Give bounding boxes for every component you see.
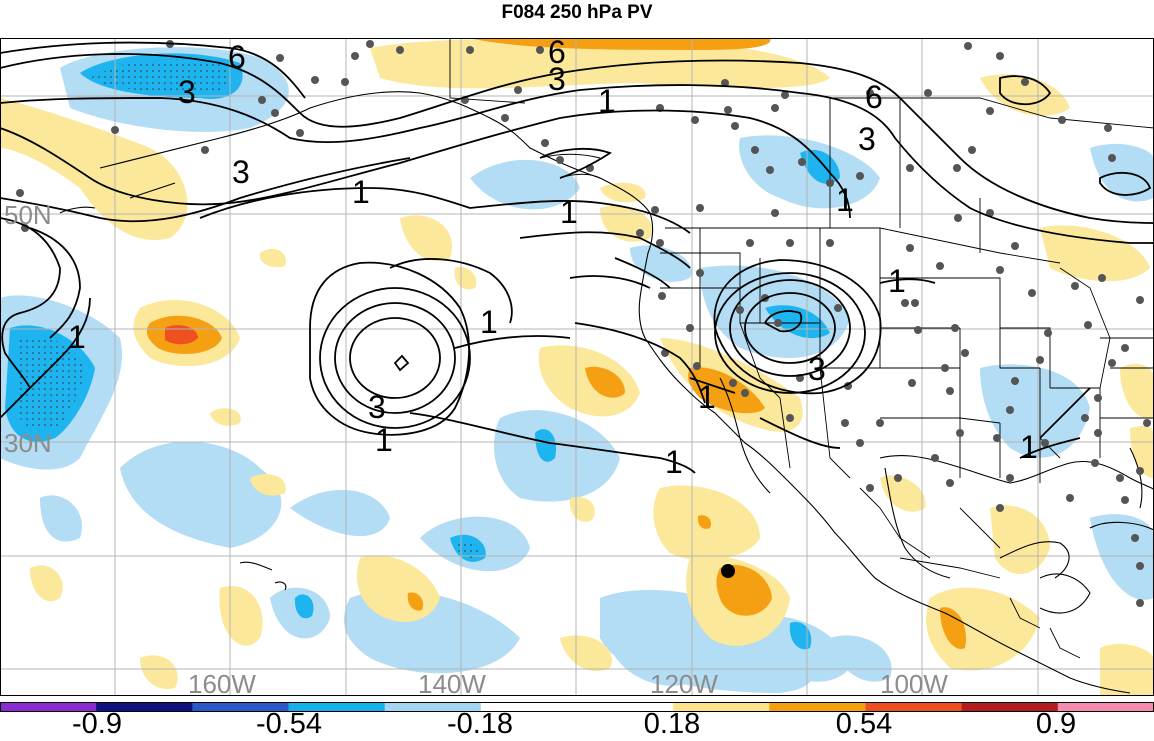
contour-label: 1 [68, 319, 86, 355]
contour-label: 3 [858, 121, 876, 157]
pv-map: 6 3 6 3 1 6 3 1 3 1 1 1 1 3 1 1 1 3 1 1 … [0, 38, 1154, 696]
lon-label-120w: 120W [650, 669, 718, 696]
colorbar-segment [0, 702, 97, 712]
contour-label: 1 [352, 174, 370, 210]
contour-label: 6 [548, 38, 566, 70]
stippling [15, 59, 479, 559]
map-title: F084 250 hPa PV [501, 2, 653, 23]
storm-center-marker [721, 564, 735, 578]
colorbar-segment [577, 702, 674, 712]
contour-label: 1 [560, 194, 578, 230]
contour-label: 3 [232, 154, 250, 190]
colorbar-segment [961, 702, 1059, 712]
colorbar [0, 702, 1154, 712]
colorbar-segment [769, 702, 866, 712]
contour-label: 1 [665, 444, 683, 480]
strong-positive-fill [165, 325, 198, 345]
colorbar-segment [1057, 702, 1154, 712]
station-markers [16, 40, 1151, 607]
contour-label: 6 [228, 39, 246, 75]
colorbar-segment [480, 702, 578, 712]
colorbar-label: 0.18 [643, 708, 701, 740]
contour-label: 6 [865, 79, 883, 115]
graticule [0, 38, 1154, 696]
contour-label: 1 [598, 83, 616, 119]
contour-label: 1 [1020, 429, 1038, 465]
lat-label-50n: 50N [4, 200, 52, 230]
coastlines [59, 91, 1154, 694]
lon-label-100w: 100W [880, 669, 948, 696]
contour-label: 3 [808, 351, 826, 387]
colorbar-segment [865, 702, 963, 712]
pv-contours [0, 41, 1154, 474]
contour-label: 1 [375, 422, 393, 458]
colorbar-label: -0.54 [255, 708, 323, 740]
colorbar-segment [192, 702, 289, 712]
lon-label-140w: 140W [418, 669, 486, 696]
lon-label-160w: 160W [188, 669, 256, 696]
contour-label: 1 [698, 379, 716, 415]
lat-label-30n: 30N [4, 428, 52, 458]
colorbar-segment [673, 702, 770, 712]
colorbar-segment [96, 702, 193, 712]
contour-label: 1 [480, 304, 498, 340]
colorbar-label: -0.9 [72, 708, 122, 740]
colorbar-segment [384, 702, 482, 712]
colorbar-label: 0.9 [1035, 708, 1077, 740]
colorbar-segment [288, 702, 386, 712]
contour-label: 3 [178, 74, 196, 110]
colorbar-label: 0.54 [835, 708, 893, 740]
contour-label: 1 [836, 182, 854, 218]
contour-label: 1 [888, 263, 906, 299]
colorbar-label: -0.18 [446, 708, 514, 740]
contour-value-labels: 6 3 6 3 1 6 3 1 3 1 1 1 1 3 1 1 1 3 1 1 [68, 38, 1038, 480]
contour-label: 3 [548, 61, 566, 97]
contour-label: 3 [368, 389, 386, 425]
